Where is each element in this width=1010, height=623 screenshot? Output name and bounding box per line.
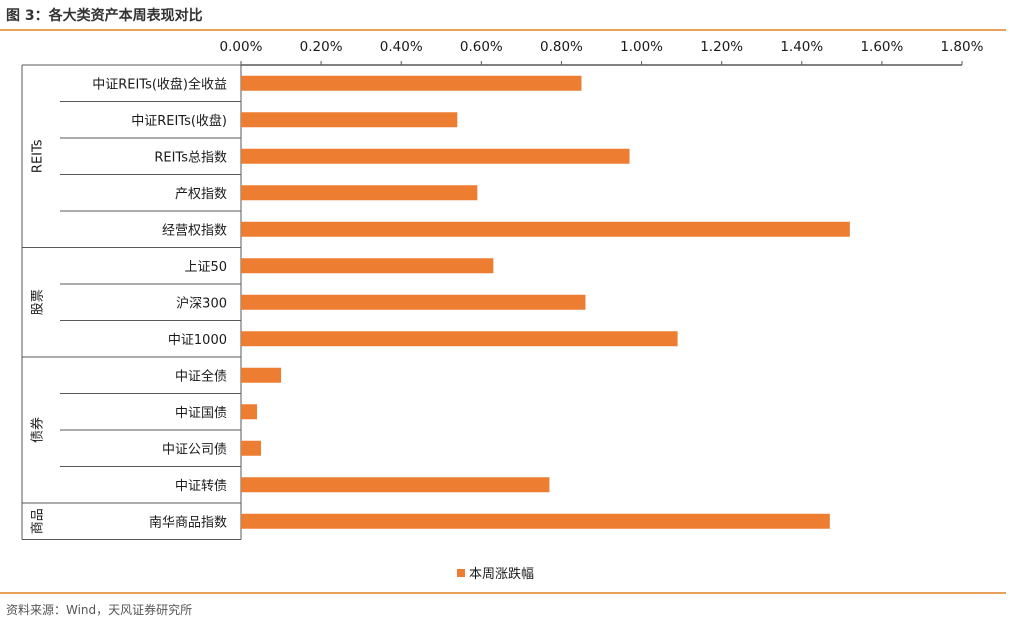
- category-label: 中证1000: [168, 333, 227, 348]
- x-tick-label: 0.60%: [460, 39, 503, 55]
- source-note: 资料来源：Wind，天风证券研究所: [6, 603, 193, 617]
- group-label: 股票: [31, 289, 46, 315]
- x-tick-label: 1.80%: [941, 39, 984, 55]
- bars: [241, 75, 850, 529]
- x-tick-label: 1.00%: [620, 39, 663, 55]
- x-tick-label: 0.40%: [380, 39, 423, 55]
- bar: [241, 440, 262, 456]
- category-label: 产权指数: [175, 186, 227, 202]
- x-tick-label: 0.80%: [540, 39, 583, 55]
- bar: [241, 221, 850, 237]
- legend-swatch: [457, 569, 465, 577]
- bar: [241, 404, 258, 420]
- bar: [241, 294, 586, 310]
- group-label: 商品: [31, 508, 46, 534]
- x-tick-label: 1.20%: [700, 39, 743, 55]
- legend: 本周涨跌幅: [457, 566, 534, 582]
- category-label: 中证转债: [175, 479, 227, 494]
- bar: [241, 367, 282, 383]
- bar: [241, 513, 830, 529]
- x-axis: 0.00% 0.20% 0.40% 0.60% 0.80% 1.00% 1.20% 1.40%…: [220, 39, 984, 66]
- group-label: REITs: [31, 139, 46, 173]
- figure-title: 图 3：各大类资产本周表现对比: [6, 8, 203, 24]
- category-label: 中证全债: [175, 368, 227, 384]
- bar: [241, 477, 550, 493]
- bar: [241, 148, 630, 164]
- category-label: 中证公司债: [162, 442, 227, 457]
- bottom-rule: [0, 592, 1006, 594]
- category-label: 沪深300: [176, 295, 227, 311]
- category-label: 中证国债: [175, 406, 227, 421]
- category-label: 中证REITs(收盘)全收益: [92, 76, 227, 92]
- top-rule: [0, 29, 1006, 31]
- category-label: 经营权指数: [162, 222, 227, 238]
- x-tick-label: 1.40%: [780, 39, 823, 55]
- bar: [241, 112, 458, 128]
- category-label: REITs总指数: [154, 150, 227, 165]
- bar: [241, 331, 678, 347]
- bar: [241, 258, 494, 274]
- bar: [241, 75, 582, 91]
- category-label: 南华商品指数: [149, 514, 227, 530]
- x-tick-label: 1.60%: [860, 39, 903, 55]
- category-label: 上证50: [184, 260, 227, 275]
- x-tick-label: 0.20%: [300, 39, 343, 55]
- x-tick-label: 0.00%: [220, 39, 263, 55]
- category-label: 中证REITs(收盘): [131, 113, 227, 129]
- legend-label: 本周涨跌幅: [469, 566, 534, 582]
- bar: [241, 185, 478, 201]
- group-label: 债券: [30, 417, 46, 443]
